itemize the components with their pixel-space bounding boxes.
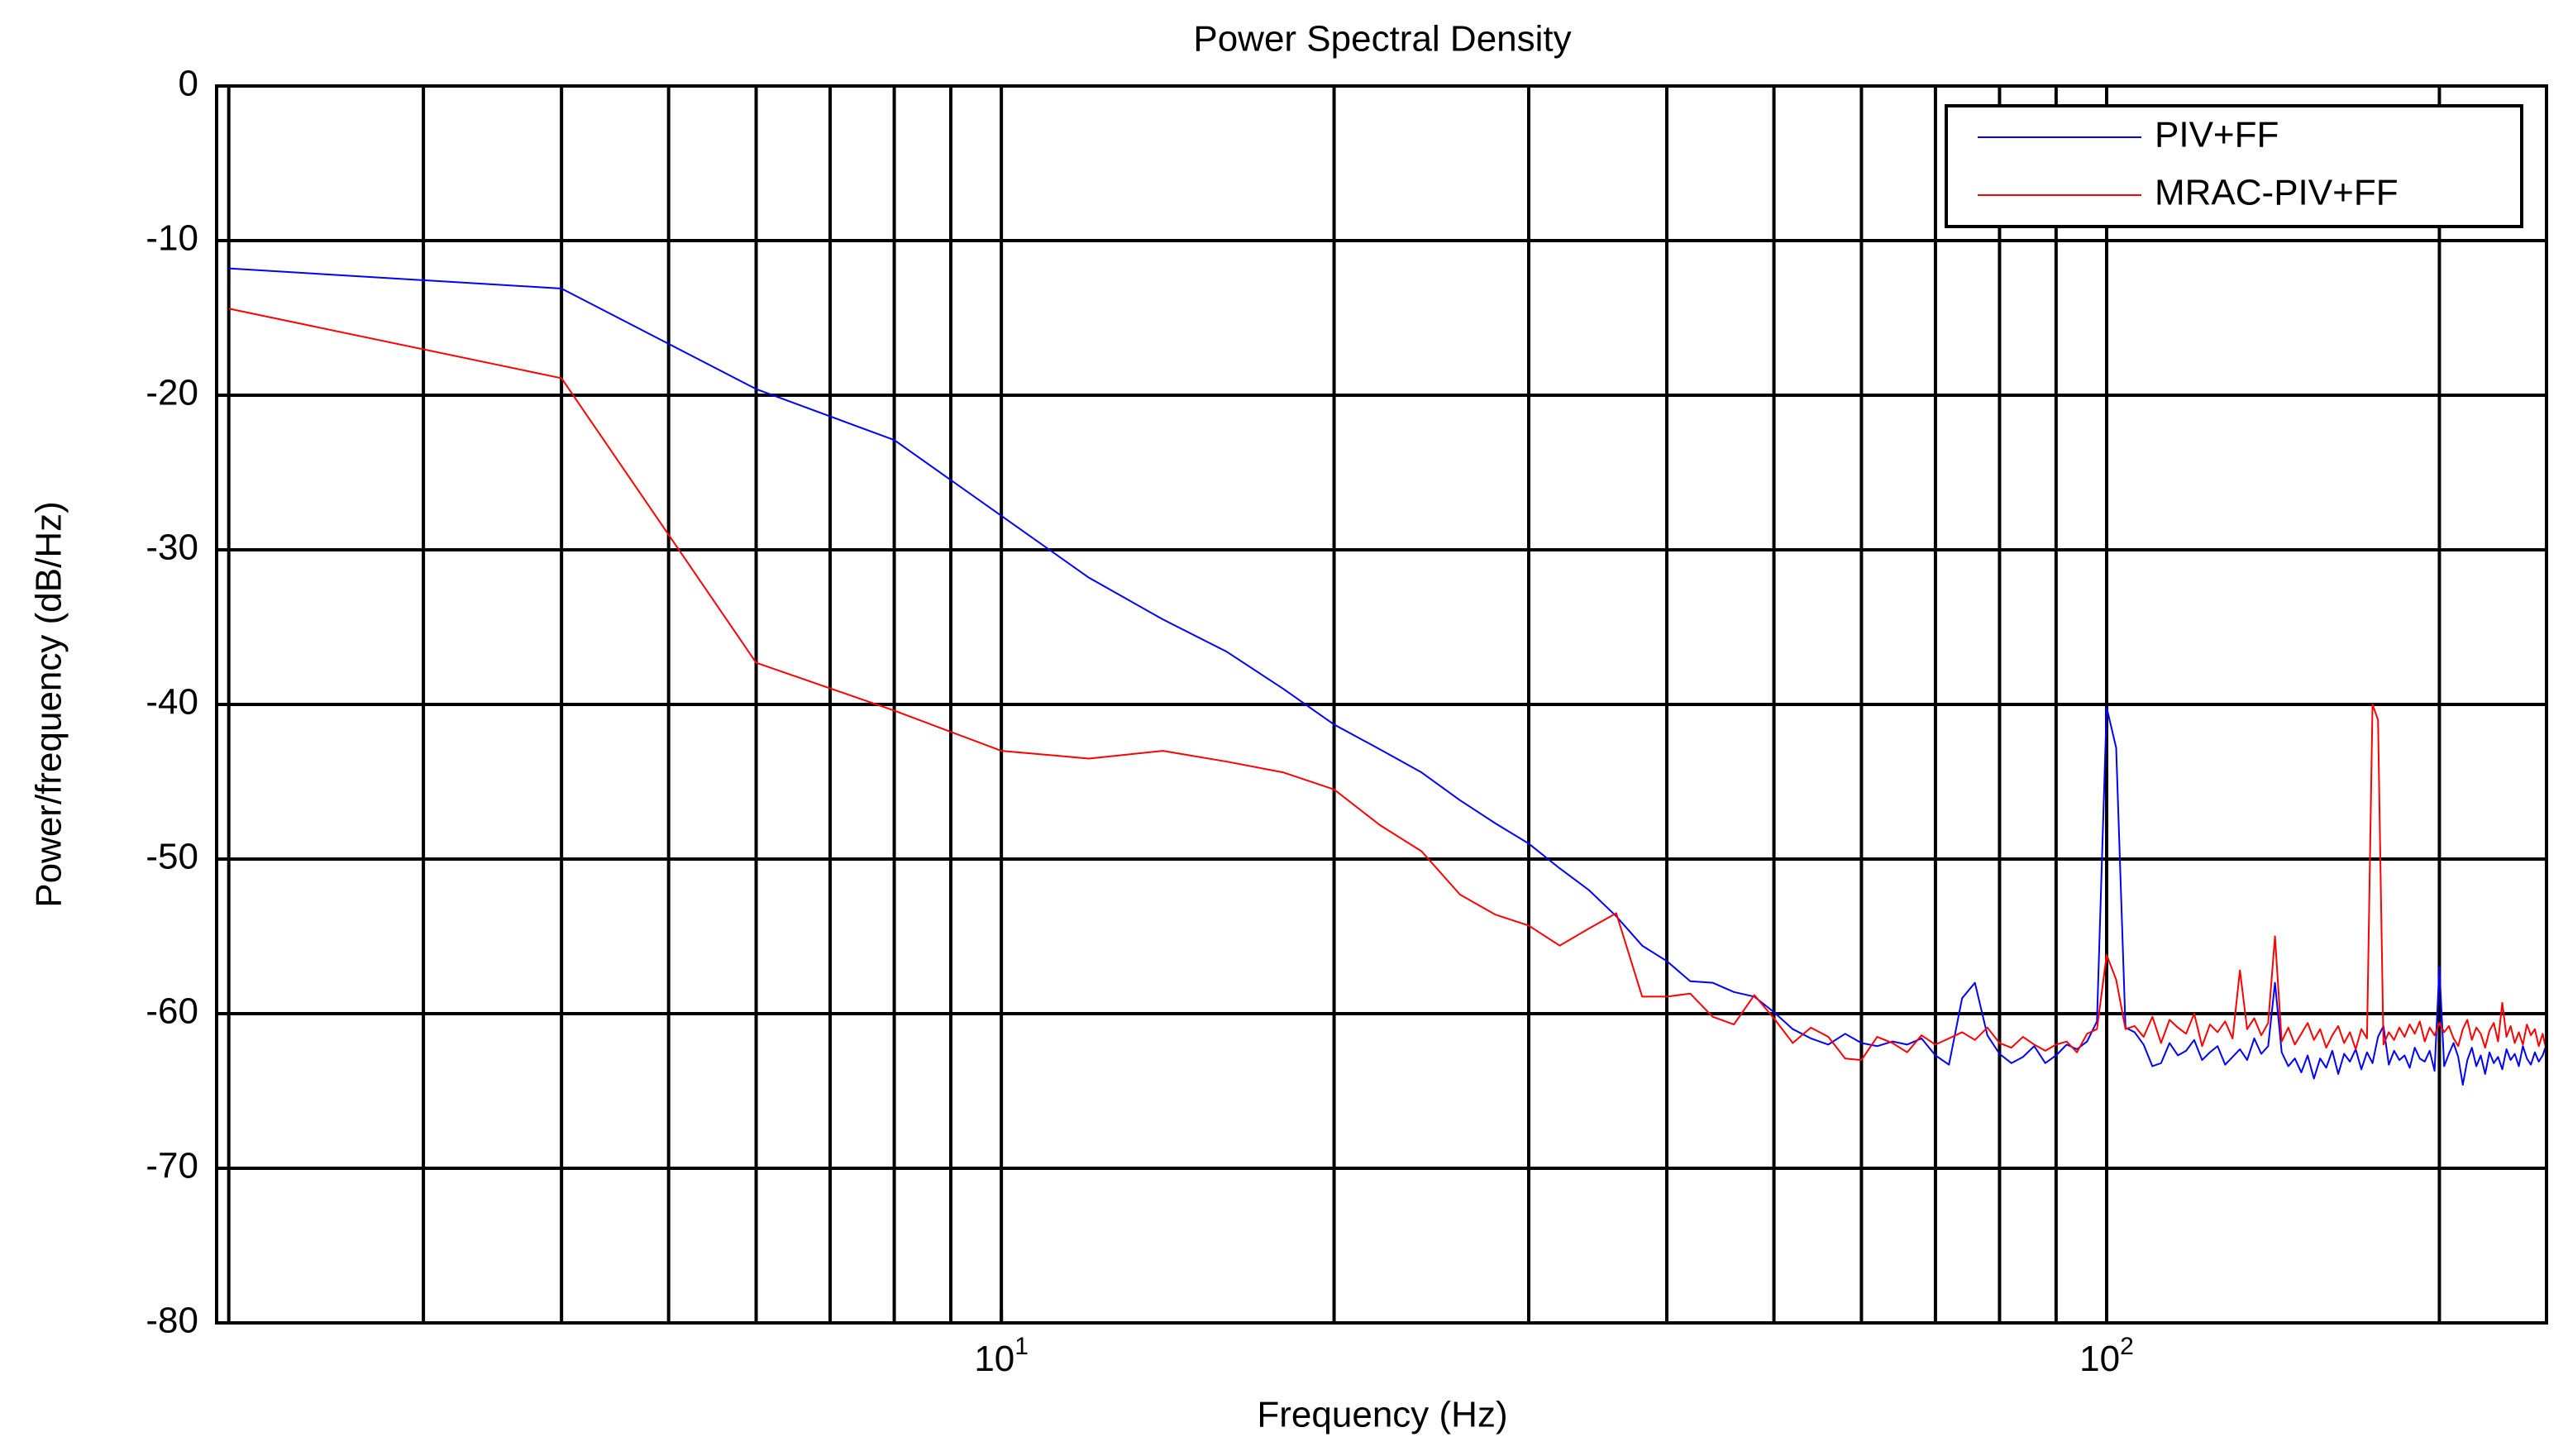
y-tick-label: -20 — [146, 373, 198, 413]
x-tick-exponent: 2 — [2120, 1333, 2134, 1360]
plot-frame — [215, 84, 2548, 1325]
y-tick-label: -70 — [146, 1146, 198, 1186]
y-tick-label: -80 — [146, 1301, 198, 1341]
y-tick-label: -10 — [146, 218, 198, 259]
x-tick-label: 101 — [974, 1333, 1029, 1379]
y-axis-label: Power/frequency (dB/Hz) — [29, 501, 69, 908]
x-tick-label: 102 — [2079, 1333, 2134, 1379]
y-tick-label: 0 — [179, 64, 198, 104]
chart-title: Power Spectral Density — [1193, 19, 1571, 60]
x-axis-label: Frequency (Hz) — [1257, 1395, 1507, 1435]
y-tick-label: -40 — [146, 682, 198, 723]
x-tick-base: 10 — [2079, 1339, 2120, 1379]
y-tick-label: -30 — [146, 528, 198, 568]
series-line — [228, 308, 2547, 1062]
legend-label: MRAC-PIV+FF — [2155, 173, 2399, 213]
y-tick-label: -60 — [146, 991, 198, 1032]
y-tick-label: -50 — [146, 837, 198, 877]
legend-box — [1945, 104, 2523, 228]
series-line — [228, 267, 2547, 1086]
legend-label: PIV+FF — [2155, 115, 2279, 155]
x-tick-base: 10 — [974, 1339, 1014, 1379]
x-tick-exponent: 1 — [1014, 1333, 1029, 1360]
